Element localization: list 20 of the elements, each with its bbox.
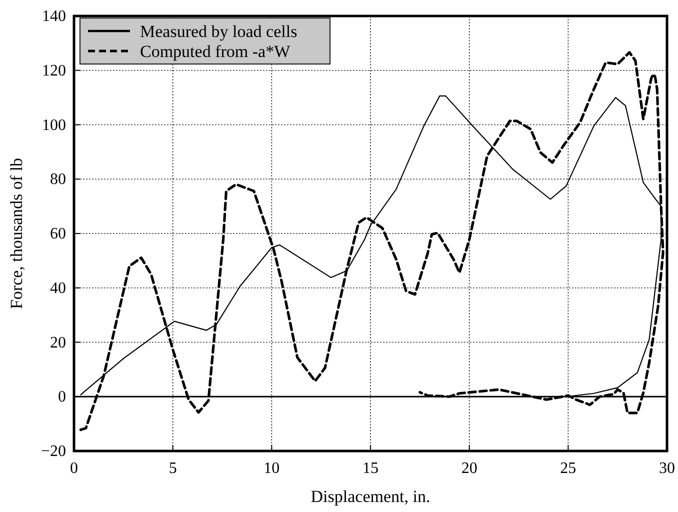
x-tick-label: 25 (560, 460, 576, 477)
y-axis-title: Force, thousands of lb (7, 158, 26, 310)
x-tick-label: 15 (362, 460, 378, 477)
y-tick-label: 100 (42, 116, 66, 134)
y-tick-label: 0 (58, 388, 66, 406)
x-tick-label: 5 (168, 460, 177, 477)
y-tick-label: 60 (50, 226, 66, 242)
y-tick-label: 20 (50, 334, 66, 352)
x-tick-label: 20 (461, 460, 478, 477)
legend-label: Measured by load cells (140, 22, 298, 41)
y-tick-label: 80 (50, 171, 66, 188)
legend-label: Computed from -a*W (140, 42, 292, 61)
y-tick-label: 40 (50, 280, 66, 297)
y-tick-label: 140 (42, 8, 66, 25)
x-tick-label: 10 (264, 460, 280, 477)
x-axis-title: Displacement, in. (310, 487, 430, 506)
x-tick-label: 30 (659, 460, 675, 477)
x-tick-label: 0 (70, 460, 78, 477)
y-tick-label: 120 (42, 62, 66, 80)
y-tick-label: −20 (40, 443, 66, 460)
